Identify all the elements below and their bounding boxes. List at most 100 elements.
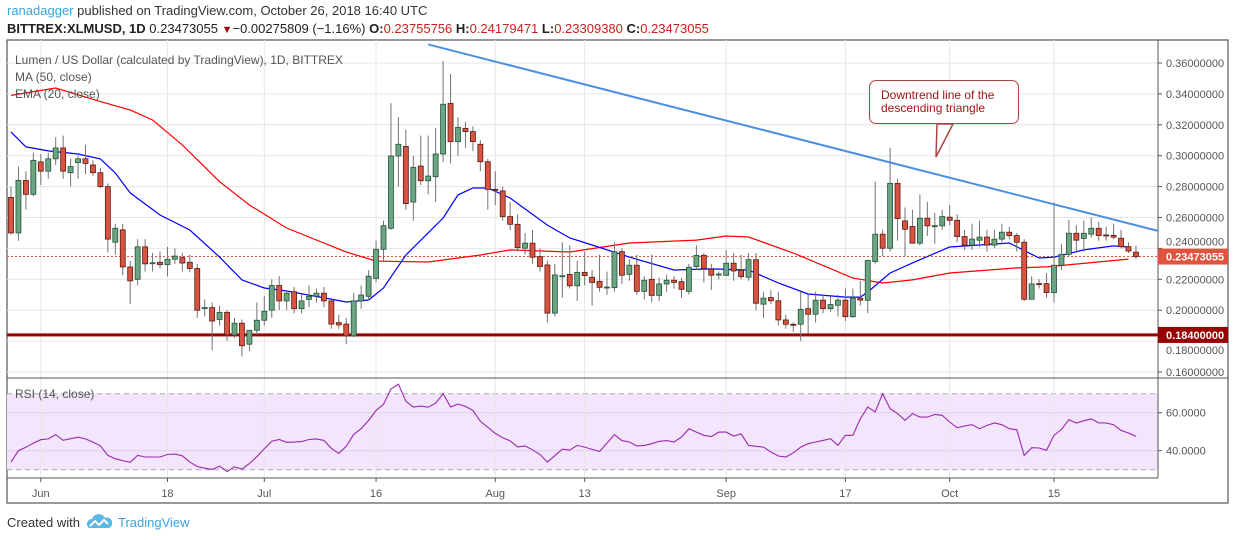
candle-down[interactable] — [209, 307, 216, 322]
candle-up[interactable] — [313, 292, 320, 297]
downtrend-line[interactable] — [427, 43, 1159, 232]
candle-up[interactable] — [171, 255, 178, 260]
candle-up[interactable] — [268, 285, 275, 311]
candle-up[interactable] — [112, 227, 119, 243]
candle-down[interactable] — [343, 323, 350, 337]
candle-up[interactable] — [797, 308, 804, 325]
candle-down[interactable] — [924, 217, 931, 227]
candle-down[interactable] — [37, 161, 44, 172]
candle-down[interactable] — [484, 161, 491, 190]
candle-down[interactable] — [902, 220, 908, 230]
candle-down[interactable] — [328, 300, 335, 325]
candle-up[interactable] — [931, 225, 938, 228]
candle-up[interactable] — [723, 262, 730, 276]
support-line[interactable] — [7, 333, 1158, 337]
candle-down[interactable] — [1013, 235, 1020, 243]
candle-down[interactable] — [514, 223, 521, 249]
candle-up[interactable] — [1058, 253, 1065, 266]
candle-down[interactable] — [224, 311, 230, 336]
candle-down[interactable] — [782, 319, 789, 325]
candle-up[interactable] — [425, 175, 432, 182]
candle-up[interactable] — [574, 271, 581, 287]
tradingview-link[interactable]: TradingView — [117, 514, 190, 530]
candle-up[interactable] — [365, 275, 372, 297]
candle-up[interactable] — [611, 251, 618, 289]
candle-down[interactable] — [492, 188, 499, 191]
annotation-callout[interactable]: Downtrend line of the descending triangl… — [869, 80, 1019, 124]
candle-up[interactable] — [298, 300, 305, 310]
candle-down[interactable] — [946, 216, 953, 221]
candle-up[interactable] — [1028, 283, 1035, 300]
candle-down[interactable] — [469, 131, 476, 143]
candle-down[interactable] — [1110, 234, 1117, 238]
candle-up[interactable] — [52, 147, 59, 160]
candle-up[interactable] — [663, 279, 670, 285]
candle-up[interactable] — [350, 300, 357, 337]
candle-down[interactable] — [909, 226, 916, 244]
candle-down[interactable] — [648, 278, 655, 296]
candle-up[interactable] — [939, 216, 946, 227]
candle-down[interactable] — [596, 280, 603, 288]
candle-down[interactable] — [678, 281, 685, 290]
candle-up[interactable] — [969, 238, 975, 246]
candle-down[interactable] — [179, 257, 186, 264]
candle-down[interactable] — [1125, 246, 1132, 252]
candle-down[interactable] — [805, 308, 812, 315]
candle-up[interactable] — [991, 238, 998, 246]
candle-up[interactable] — [641, 279, 648, 292]
candle-down[interactable] — [1073, 232, 1080, 241]
candle-up[interactable] — [388, 155, 394, 229]
candle-down[interactable] — [402, 146, 409, 204]
candle-down[interactable] — [499, 190, 506, 217]
candle-down[interactable] — [104, 186, 111, 240]
candle-down[interactable] — [82, 158, 89, 164]
candle-down[interactable] — [589, 276, 595, 283]
candle-up[interactable] — [283, 292, 290, 302]
legend-ema20[interactable]: EMA (20, close) — [15, 87, 100, 101]
candle-up[interactable] — [686, 266, 692, 292]
candle-down[interactable] — [462, 127, 469, 132]
candle-up[interactable] — [872, 233, 879, 262]
candle-up[interactable] — [134, 246, 141, 280]
candle-down[interactable] — [8, 197, 14, 234]
candle-down[interactable] — [1095, 227, 1102, 236]
candle-down[interactable] — [619, 251, 625, 276]
candle-down[interactable] — [537, 256, 543, 267]
candle-up[interactable] — [1066, 232, 1072, 255]
candle-up[interactable] — [849, 297, 856, 318]
candle-up[interactable] — [440, 103, 447, 155]
candle-down[interactable] — [186, 261, 193, 269]
candle-up[interactable] — [522, 242, 528, 249]
candle-down[interactable] — [127, 266, 134, 282]
legend-ma50[interactable]: MA (50, close) — [15, 70, 92, 84]
candle-down[interactable] — [894, 182, 901, 219]
candle-down[interactable] — [671, 279, 677, 283]
candle-up[interactable] — [380, 225, 387, 250]
candle-down[interactable] — [1103, 234, 1110, 237]
candle-up[interactable] — [864, 259, 871, 301]
candle-down[interactable] — [477, 143, 484, 163]
candle-up[interactable] — [261, 310, 268, 321]
candle-down[interactable] — [97, 172, 104, 188]
candle-down[interactable] — [335, 322, 342, 326]
candle-up[interactable] — [164, 258, 171, 266]
candle-up[interactable] — [917, 217, 923, 244]
candle-down[interactable] — [1133, 251, 1139, 257]
candle-down[interactable] — [775, 300, 782, 321]
candle-down[interactable] — [700, 254, 707, 269]
candle-up[interactable] — [656, 283, 663, 296]
candle-down[interactable] — [820, 299, 826, 310]
candle-up[interactable] — [827, 304, 834, 310]
candle-up[interactable] — [216, 311, 223, 320]
candle-up[interactable] — [253, 319, 260, 331]
candle-up[interactable] — [693, 254, 700, 268]
candle-down[interactable] — [90, 164, 96, 174]
candle-up[interactable] — [246, 329, 253, 345]
candle-up[interactable] — [998, 231, 1005, 240]
candle-up[interactable] — [887, 182, 893, 249]
candle-down[interactable] — [22, 180, 29, 195]
candle-down[interactable] — [447, 102, 454, 143]
candle-up[interactable] — [455, 126, 461, 143]
candle-down[interactable] — [194, 268, 201, 311]
